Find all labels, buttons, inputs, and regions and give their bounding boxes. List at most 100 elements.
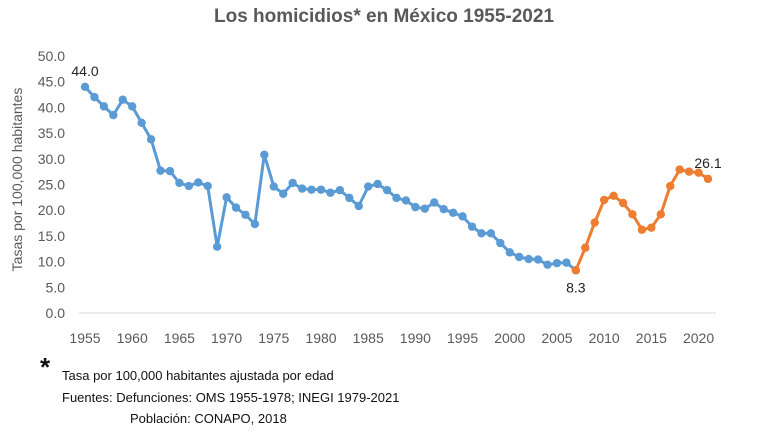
chart-title: Los homicidios* en México 1955-2021 (213, 6, 555, 27)
footnote-line-3: Población: CONAPO, 2018 (130, 411, 287, 426)
series-1-point (194, 178, 203, 187)
series-1-point (335, 185, 345, 195)
series-1-point (203, 181, 212, 191)
series-1-point (392, 193, 401, 203)
series-1-point (288, 178, 297, 188)
series-2-point (703, 174, 713, 184)
series-1-point (279, 189, 288, 198)
series-1-point (448, 208, 458, 217)
series-1-point (486, 229, 496, 238)
series-1-point (316, 185, 326, 194)
y-tick-label: 45.0 (38, 74, 65, 90)
series-1-point (156, 166, 165, 175)
series-1-point (90, 92, 99, 102)
series-1-point (505, 248, 514, 257)
series-1-point (326, 188, 335, 197)
y-tick-label: 20.0 (38, 202, 65, 218)
series-1-point (99, 102, 109, 111)
x-tick-label: 1990 (400, 330, 431, 346)
series-1-point (373, 179, 382, 189)
series-1-point (80, 82, 90, 92)
x-tick-label: 1985 (353, 330, 384, 346)
series-2-point (599, 195, 609, 205)
series-1-point (543, 260, 552, 269)
series-1-point (458, 212, 467, 221)
series-1-point (269, 182, 278, 191)
series-1-point (467, 222, 477, 231)
series-1-point (165, 166, 175, 176)
y-tick-label: 25.0 (38, 177, 65, 193)
series-1-point (241, 210, 250, 220)
series-1-point (439, 204, 448, 214)
x-tick-label: 2000 (494, 330, 525, 346)
series-2-point (694, 168, 703, 177)
x-tick-label: 1965 (164, 330, 195, 346)
series-2-point (637, 225, 647, 234)
series-1-point (533, 255, 543, 264)
series-1-point (552, 258, 562, 268)
series-1-point (175, 178, 184, 188)
x-tick-label: 2020 (683, 330, 714, 346)
y-tick-label: 50.0 (38, 48, 65, 64)
data-label: 44.0 (71, 63, 98, 79)
series-1-point (297, 184, 307, 193)
series-1-point (382, 185, 392, 195)
series-1-point (345, 193, 354, 203)
series-2-point (656, 210, 666, 219)
series-1-point (363, 182, 373, 191)
x-tick-label: 1980 (305, 330, 336, 346)
x-tick-label: 1960 (117, 330, 148, 346)
data-label: 8.3 (566, 279, 586, 295)
series-2-point (647, 223, 656, 232)
series-1-point (411, 202, 420, 212)
series-1-point (222, 193, 231, 202)
x-tick-label: 1995 (447, 330, 478, 346)
footnote-line-2: Fuentes: Defunciones: OMS 1955-1978; INE… (62, 390, 400, 405)
series-1-point (430, 198, 439, 207)
series-1-point (307, 185, 316, 194)
series-1-point (146, 135, 156, 144)
series-1-point (250, 219, 260, 229)
series-1-point (212, 242, 222, 251)
x-tick-label: 2010 (589, 330, 620, 346)
y-axis-title: Tasas por 100,000 habitantes (9, 88, 25, 272)
series-1-point (260, 150, 269, 159)
series-2-point (684, 167, 694, 176)
series-1-point (109, 110, 118, 120)
series-2-point (675, 165, 684, 174)
series-1-point (401, 196, 411, 205)
footnote-marker: * (40, 352, 51, 382)
series-1-point (515, 252, 524, 262)
series-1-point (562, 258, 571, 267)
series-1-point (127, 102, 137, 111)
y-tick-label: 10.0 (38, 254, 65, 270)
series-2-point (571, 266, 581, 275)
series-1-point (420, 204, 430, 213)
series-1-point (231, 203, 241, 212)
series-1-point (354, 201, 363, 211)
x-tick-label: 1975 (258, 330, 289, 346)
y-tick-label: 40.0 (38, 99, 65, 115)
y-tick-label: 30.0 (38, 151, 65, 167)
y-tick-label: 0.0 (46, 305, 66, 321)
y-tick-label: 15.0 (38, 228, 65, 244)
y-tick-label: 5.0 (46, 279, 66, 295)
series-1-point (496, 238, 505, 248)
series-2-point (666, 181, 675, 191)
series-1-point (118, 95, 127, 104)
x-tick-label: 1970 (211, 330, 242, 346)
series-2-point (581, 243, 590, 252)
data-label: 26.1 (694, 155, 721, 171)
footnote-line-1: Tasa por 100,000 habitantes ajustada por… (62, 368, 334, 383)
series-2-point (628, 210, 637, 219)
series-2-point (590, 218, 599, 227)
series-2-point (609, 191, 618, 201)
series-2-point (618, 198, 628, 208)
series-1-point (184, 181, 194, 191)
x-tick-label: 2005 (541, 330, 572, 346)
series-1-point (524, 254, 533, 264)
y-tick-label: 35.0 (38, 125, 65, 141)
x-tick-label: 1955 (69, 330, 100, 346)
series-1-point (137, 118, 146, 128)
